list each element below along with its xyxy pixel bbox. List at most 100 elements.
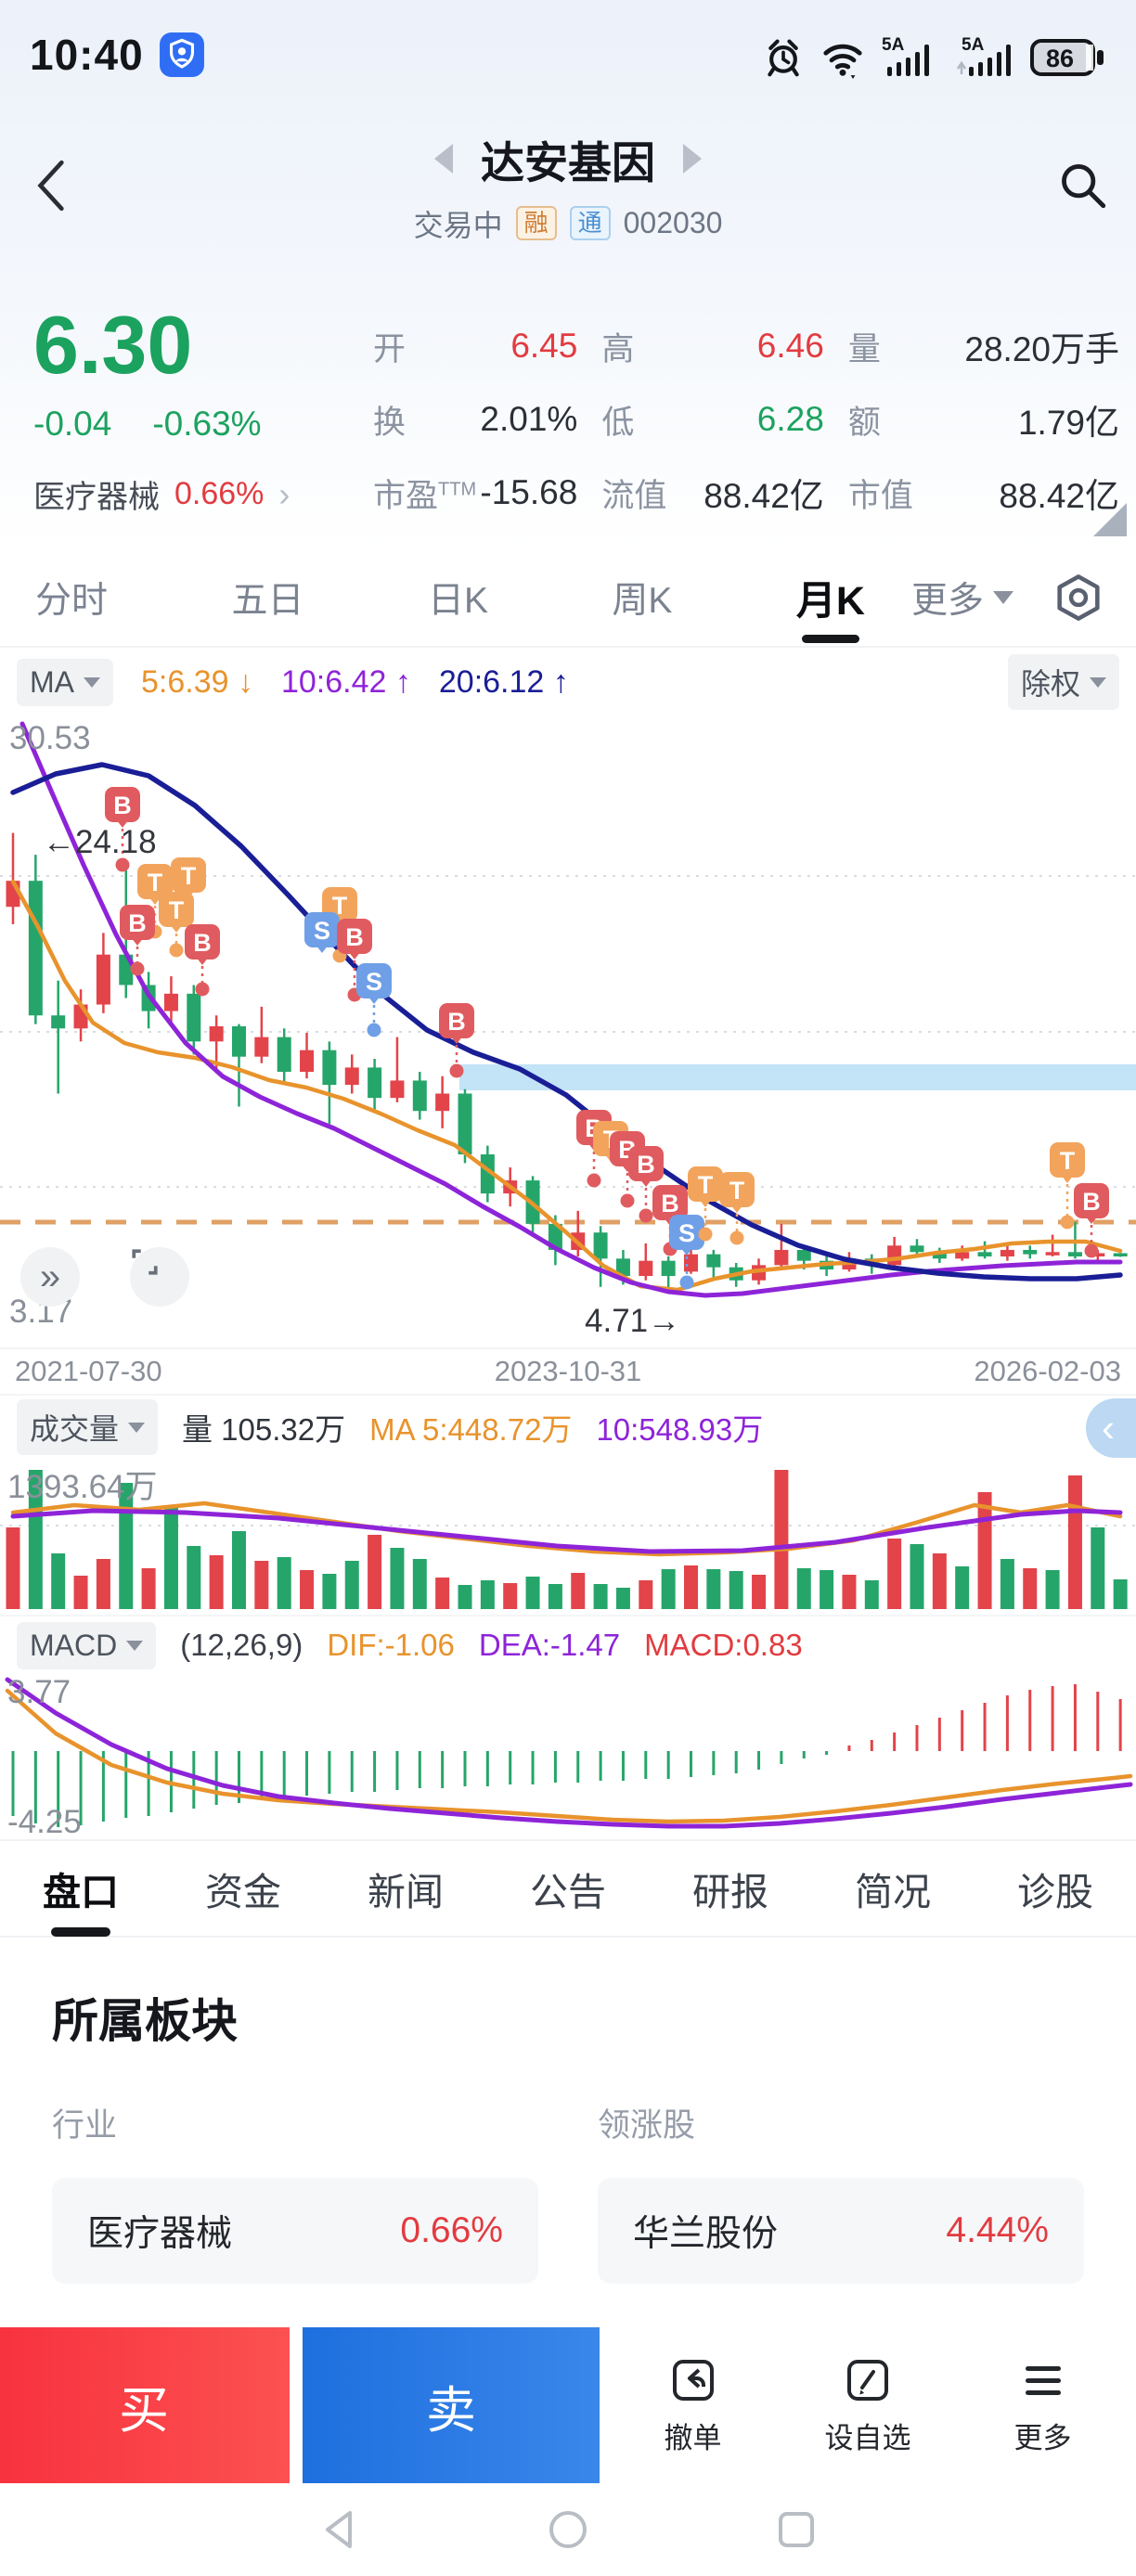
top-area: 10:40: [0, 0, 1136, 549]
svg-text:T: T: [148, 869, 163, 896]
nav-back-icon[interactable]: [316, 2506, 363, 2553]
ma-bar: MA 5:6.39 ↓ 10:6.42 ↑ 20:6.12 ↑ 除权: [0, 648, 1136, 716]
tab-日K[interactable]: 日K: [427, 581, 488, 621]
battery-icon: 86: [1030, 39, 1104, 76]
fullscreen-button[interactable]: [130, 1247, 189, 1307]
more-label: 更多: [1013, 2421, 1072, 2454]
macd-chart[interactable]: 3.77 -4.25: [0, 1674, 1136, 1841]
cancel-order-button[interactable]: 撤单: [665, 2355, 722, 2456]
tab-周K[interactable]: 周K: [612, 581, 673, 621]
wifi-icon: [823, 44, 862, 79]
sector-pct: 0.66%: [174, 476, 265, 511]
stock-title: 达安基因: [481, 137, 655, 187]
macd-dea: DEA:-1.47: [478, 1628, 621, 1662]
kline-svg: BTTTBBTSBSBBTBBBSTTTB: [0, 721, 1136, 1298]
quote-stat-7: 流值 88.42亿: [601, 477, 824, 515]
signal-5a-icon: 5A: [956, 35, 1011, 76]
kline-chart[interactable]: BTTTBBTSBSBBTBBBSTTTB 30.53 3.17 ←24.18 …: [0, 716, 1136, 1347]
tab-more[interactable]: 更多: [911, 572, 1013, 624]
volume-svg: [0, 1470, 1136, 1609]
collapse-chart-button[interactable]: »: [20, 1247, 80, 1307]
last-price: 6.30: [33, 299, 193, 391]
tab-诊股[interactable]: 诊股: [1017, 1871, 1093, 1913]
app-header: 达安基因 交易中 融 通 002030: [0, 85, 1136, 286]
svg-text:5A: 5A: [962, 35, 985, 55]
chart-settings-icon[interactable]: [1054, 573, 1103, 622]
battery-percent: 86: [1046, 45, 1074, 72]
adjust-selector[interactable]: 除权: [1007, 654, 1119, 710]
date-axis: 2021-07-30 2023-10-31 2026-02-03: [0, 1347, 1136, 1394]
edit-watchlist-icon: [847, 2359, 888, 2401]
volume-selector[interactable]: 成交量: [17, 1399, 159, 1455]
svg-text:B: B: [1082, 1188, 1101, 1216]
tab-研报[interactable]: 研报: [692, 1871, 768, 1913]
chevron-right-icon: ›: [278, 474, 290, 513]
macd-selector[interactable]: MACD: [17, 1621, 157, 1669]
prev-stock-icon[interactable]: [434, 144, 453, 174]
macd-min-label: -4.25: [7, 1804, 82, 1840]
industry-card[interactable]: 医疗器械 0.66%: [52, 2178, 538, 2284]
alarm-icon: [768, 39, 799, 77]
svg-text:B: B: [113, 792, 132, 819]
industry-label: 行业: [52, 2107, 118, 2144]
nav-recents-icon[interactable]: [773, 2506, 820, 2553]
leader-pct: 4.44%: [946, 2210, 1049, 2250]
tab-分时[interactable]: 分时: [35, 581, 109, 621]
svg-text:B: B: [128, 909, 147, 937]
svg-text:T: T: [181, 862, 197, 890]
svg-text:B: B: [345, 923, 364, 951]
svg-text:B: B: [447, 1008, 466, 1036]
next-stock-icon[interactable]: [683, 144, 702, 174]
security-shield-icon: [159, 32, 204, 77]
chevron-down-icon: [126, 1640, 144, 1651]
cancel-order-label: 撤单: [664, 2421, 722, 2454]
macd-svg: [5, 1677, 1133, 1829]
quote-stat-5: 额 1.79亿: [847, 404, 1119, 442]
tab-简况[interactable]: 简况: [855, 1871, 931, 1913]
sector-name: 医疗器械: [33, 480, 160, 515]
action-bar: 买 卖 撤单 设自选: [0, 2327, 1136, 2483]
chevron-down-icon: [128, 1422, 146, 1433]
clock-time: 10:40: [30, 31, 144, 79]
ma-selector[interactable]: MA: [17, 658, 113, 706]
indicator-slide-tab[interactable]: ‹: [1086, 1398, 1136, 1458]
period-tabs-list: 分时 五日 日K 周K 月K: [33, 556, 867, 639]
svg-text:T: T: [332, 892, 348, 920]
tab-月K[interactable]: 月K: [794, 556, 867, 639]
tab-公告[interactable]: 公告: [530, 1871, 606, 1913]
volume-header: 成交量 量 105.32万 MA 5:448.72万 10:548.93万 ‹: [0, 1394, 1136, 1459]
search-icon[interactable]: [1056, 159, 1110, 213]
tab-more-label: 更多: [910, 581, 984, 621]
sector-link[interactable]: 医疗器械 0.66% ›: [33, 471, 373, 517]
quote-stat-3: 换 2.01%: [373, 400, 578, 441]
buy-button[interactable]: 买: [0, 2327, 290, 2483]
tab-盘口[interactable]: 盘口: [41, 1846, 121, 1931]
quote-block: 6.30 -0.04 -0.63% 医疗器械 0.66% › 开 6.45 高 6.4…: [0, 286, 1136, 549]
svg-text:B: B: [661, 1190, 679, 1217]
date-end: 2026-02-03: [974, 1355, 1121, 1387]
nav-home-icon[interactable]: [545, 2506, 591, 2553]
add-watchlist-label: 设自选: [824, 2421, 911, 2454]
volume-chart[interactable]: 1393.64万: [0, 1459, 1136, 1615]
macd-params: (12,26,9): [180, 1628, 303, 1662]
y-max-label: 30.53: [9, 720, 91, 756]
tab-资金[interactable]: 资金: [205, 1871, 281, 1913]
chevron-down-icon: [1090, 676, 1106, 688]
back-icon[interactable]: [26, 157, 78, 214]
date-start: 2021-07-30: [15, 1355, 162, 1387]
quote-stat-8: 市值 88.42亿: [847, 477, 1119, 515]
more-button[interactable]: 更多: [1014, 2355, 1072, 2456]
leader-name: 华兰股份: [633, 2214, 779, 2254]
tab-五日[interactable]: 五日: [231, 581, 304, 621]
expand-quote-icon[interactable]: [1093, 503, 1127, 536]
leader-card[interactable]: 华兰股份 4.44%: [598, 2178, 1084, 2284]
menu-icon: [1025, 2365, 1061, 2395]
tab-新闻[interactable]: 新闻: [368, 1871, 444, 1913]
sell-button[interactable]: 卖: [303, 2327, 600, 2483]
add-watchlist-button[interactable]: 设自选: [825, 2355, 911, 2456]
price-change: -0.04: [33, 405, 112, 443]
volume-max-label: 1393.64万: [7, 1469, 158, 1505]
svg-text:S: S: [314, 917, 330, 945]
volume-value: 量 105.32万: [182, 1412, 346, 1447]
